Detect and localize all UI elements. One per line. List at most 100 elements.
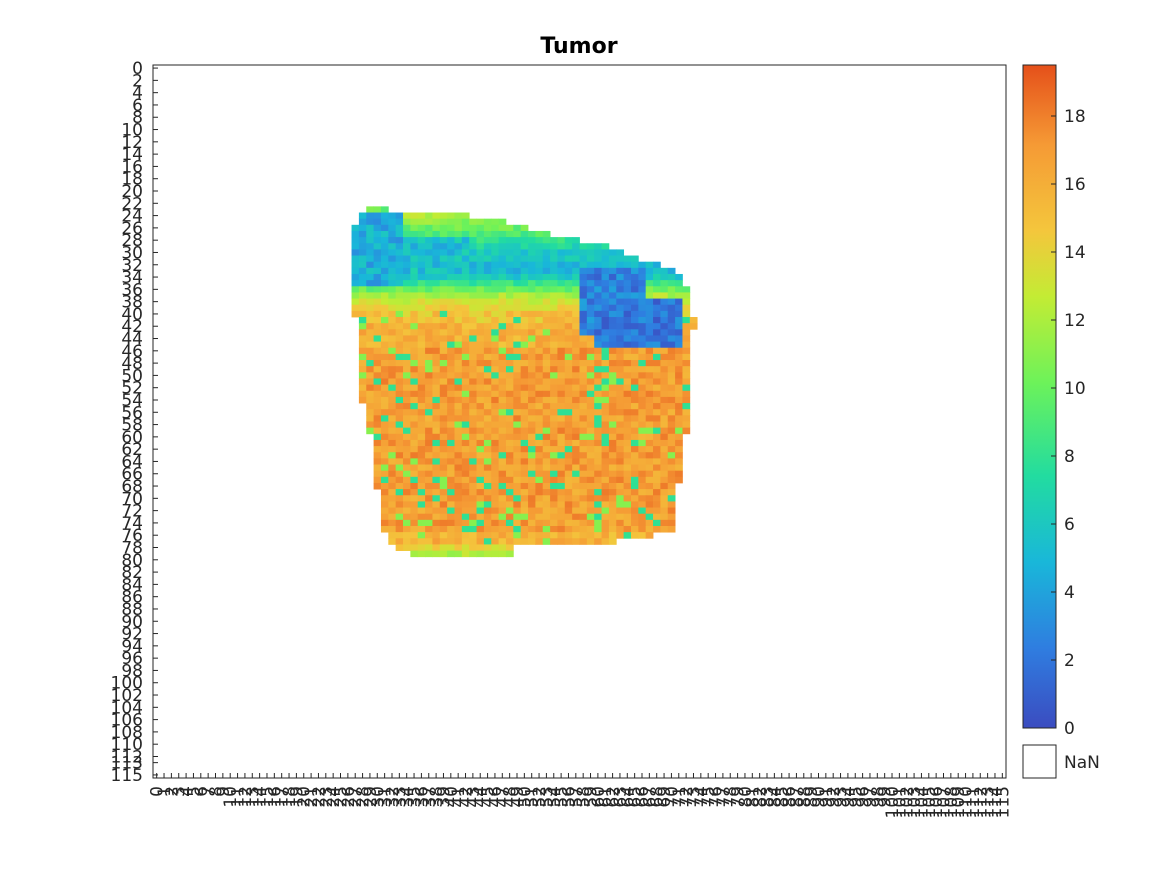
x-tick-label: 98 bbox=[868, 786, 888, 808]
heatmap-cell bbox=[403, 304, 411, 312]
heatmap-cell bbox=[601, 427, 610, 435]
heatmap-cell bbox=[461, 550, 470, 558]
heatmap-cell bbox=[675, 452, 683, 459]
heatmap-cell bbox=[439, 519, 448, 527]
heatmap-cell bbox=[366, 421, 374, 429]
heatmap-cell bbox=[667, 353, 676, 361]
heatmap-cell bbox=[483, 261, 492, 269]
heatmap-cell bbox=[513, 464, 522, 472]
heatmap-cell bbox=[667, 378, 676, 386]
heatmap-cell bbox=[638, 292, 647, 299]
heatmap-cell bbox=[513, 353, 522, 361]
heatmap-cell bbox=[623, 532, 632, 539]
heatmap-cell bbox=[616, 464, 625, 472]
heatmap-cell bbox=[520, 310, 529, 318]
heatmap-cell bbox=[476, 335, 485, 342]
heatmap-cell bbox=[498, 476, 507, 484]
heatmap-cell bbox=[535, 255, 544, 263]
heatmap-cell bbox=[579, 507, 588, 515]
heatmap-cell bbox=[513, 372, 522, 379]
x-tick-label: 105 bbox=[920, 786, 940, 818]
heatmap-cell bbox=[498, 360, 507, 367]
heatmap-cell bbox=[461, 273, 470, 281]
x-tick-label: 21 bbox=[302, 786, 322, 808]
heatmap-cell bbox=[513, 501, 522, 508]
heatmap-cell bbox=[513, 249, 522, 256]
heatmap-cell bbox=[623, 347, 632, 355]
x-tick-label: 70 bbox=[662, 786, 682, 808]
heatmap-cell bbox=[432, 292, 441, 299]
heatmap-cell bbox=[630, 378, 639, 386]
heatmap-cell bbox=[505, 267, 514, 275]
heatmap-cell bbox=[461, 255, 470, 263]
heatmap-cell bbox=[491, 317, 500, 324]
heatmap-cell bbox=[425, 243, 433, 250]
heatmap-cell bbox=[417, 501, 426, 508]
heatmap-cell bbox=[498, 390, 507, 398]
heatmap-cell bbox=[454, 310, 463, 318]
heatmap-cell bbox=[491, 464, 500, 472]
heatmap-cell bbox=[432, 482, 441, 490]
x-tick-label: 5 bbox=[184, 786, 204, 797]
heatmap-cell bbox=[594, 446, 602, 453]
heatmap-cell bbox=[395, 286, 404, 293]
heatmap-cell bbox=[660, 476, 669, 484]
heatmap-cell bbox=[491, 525, 500, 533]
heatmap-cell bbox=[513, 513, 522, 521]
heatmap-cell bbox=[660, 390, 669, 398]
heatmap-cell bbox=[505, 470, 514, 478]
heatmap-cell bbox=[586, 317, 595, 324]
heatmap-cell bbox=[542, 446, 551, 453]
heatmap-cell bbox=[403, 218, 411, 226]
heatmap-cell bbox=[630, 360, 639, 367]
heatmap-cell bbox=[542, 439, 551, 447]
heatmap-cell bbox=[542, 237, 551, 244]
heatmap-cell bbox=[513, 286, 522, 293]
heatmap-cell bbox=[410, 476, 419, 484]
heatmap-cell bbox=[410, 230, 419, 238]
heatmap-cell bbox=[373, 464, 382, 472]
x-tick-label: 88 bbox=[795, 786, 815, 808]
heatmap-cell bbox=[520, 476, 529, 484]
heatmap-cell bbox=[608, 384, 617, 392]
heatmap-cell bbox=[520, 329, 529, 336]
heatmap-cell bbox=[476, 470, 485, 478]
heatmap-cell bbox=[572, 519, 580, 527]
heatmap-cell bbox=[461, 501, 470, 508]
heatmap-cell bbox=[366, 366, 374, 373]
heatmap-cell bbox=[461, 353, 470, 361]
heatmap-cell bbox=[653, 519, 661, 527]
heatmap-cell bbox=[483, 335, 492, 342]
heatmap-cell bbox=[461, 249, 470, 256]
heatmap-cell bbox=[535, 317, 544, 324]
heatmap-cell bbox=[513, 482, 522, 490]
heatmap-cell bbox=[410, 507, 419, 515]
heatmap-cell bbox=[498, 298, 507, 306]
heatmap-cell bbox=[630, 452, 639, 459]
heatmap-cell bbox=[410, 421, 419, 429]
heatmap-cell bbox=[586, 298, 595, 306]
heatmap-cell bbox=[469, 341, 477, 349]
heatmap-cell bbox=[653, 525, 661, 533]
heatmap-cell bbox=[682, 292, 691, 299]
heatmap-cell bbox=[439, 329, 448, 336]
heatmap-cell bbox=[380, 470, 389, 478]
heatmap-cell bbox=[667, 280, 676, 287]
heatmap-cell bbox=[447, 372, 455, 379]
heatmap-cell bbox=[483, 525, 492, 533]
heatmap-cell bbox=[630, 439, 639, 447]
heatmap-cell bbox=[557, 501, 566, 508]
y-tick-label: 12 bbox=[121, 133, 143, 153]
heatmap-cell bbox=[594, 452, 602, 459]
heatmap-cell bbox=[623, 421, 632, 429]
heatmap-cell bbox=[498, 501, 507, 508]
heatmap-cell bbox=[395, 482, 404, 490]
heatmap-cell bbox=[550, 495, 558, 502]
heatmap-cell bbox=[601, 286, 610, 293]
heatmap-cell bbox=[660, 513, 669, 521]
heatmap-cell bbox=[395, 396, 404, 404]
heatmap-cell bbox=[417, 507, 426, 515]
x-tick-label: 68 bbox=[648, 786, 668, 808]
heatmap-cell bbox=[513, 255, 522, 263]
